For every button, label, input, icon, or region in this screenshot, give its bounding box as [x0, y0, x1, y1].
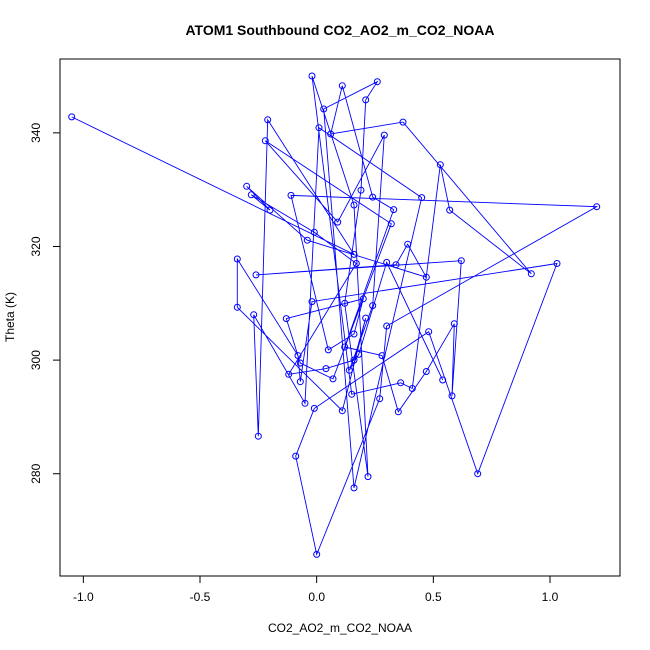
x-tick-label: 0.5 — [425, 590, 442, 604]
data-point — [383, 258, 391, 266]
data-point — [247, 191, 255, 199]
data-point — [308, 298, 316, 306]
data-point — [362, 96, 370, 104]
data-point — [399, 118, 407, 126]
data-point — [252, 271, 260, 279]
data-point — [261, 137, 269, 145]
data-point — [350, 201, 358, 209]
series-line — [71, 75, 599, 556]
y-axis: 280 300 320 340 — [29, 123, 61, 484]
series-layer — [68, 72, 601, 558]
data-point — [383, 322, 391, 330]
data-point — [369, 302, 377, 310]
data-point — [329, 375, 337, 383]
x-tick-label: -0.5 — [190, 590, 211, 604]
data-point — [362, 314, 370, 322]
data-point — [348, 390, 356, 398]
data-point — [390, 206, 398, 214]
data-point — [394, 408, 402, 416]
data-point — [68, 113, 76, 121]
data-point — [446, 206, 454, 214]
data-point — [310, 404, 318, 412]
data-point — [287, 191, 295, 199]
data-point — [352, 260, 360, 267]
data-point — [334, 218, 342, 226]
data-point — [294, 352, 302, 360]
data-point — [350, 330, 358, 338]
data-point — [457, 257, 465, 265]
data-point — [422, 368, 430, 375]
data-point — [359, 295, 367, 303]
data-point — [474, 470, 482, 478]
data-point — [285, 370, 293, 378]
data-point — [233, 255, 241, 263]
data-point — [408, 385, 416, 392]
data-point — [350, 484, 358, 492]
data-point — [397, 379, 405, 387]
data-point — [313, 550, 321, 558]
data-point — [425, 328, 433, 336]
data-point — [527, 270, 535, 278]
data-point — [392, 261, 400, 269]
data-point — [301, 399, 309, 407]
data-point — [303, 236, 311, 244]
data-point — [243, 182, 251, 190]
data-point — [264, 116, 272, 124]
y-tick-label: 300 — [29, 350, 43, 370]
data-point — [250, 311, 258, 319]
data-point — [338, 82, 346, 90]
data-point — [233, 303, 241, 311]
data-point — [338, 407, 346, 415]
data-point — [327, 130, 335, 138]
data-point — [350, 356, 358, 364]
data-point — [345, 366, 353, 374]
x-axis: -1.0 -0.5 0.0 0.5 1.0 — [73, 575, 559, 604]
data-point — [373, 78, 381, 86]
data-point — [450, 320, 458, 328]
data-point — [418, 194, 426, 202]
y-axis-label: Theta (K) — [3, 292, 17, 342]
data-point — [422, 273, 430, 281]
x-axis-label: CO2_AO2_m_CO2_NOAA — [268, 621, 412, 635]
data-point — [254, 432, 262, 440]
data-point — [324, 346, 332, 354]
data-point — [376, 395, 384, 403]
data-point — [341, 343, 349, 351]
data-point — [378, 352, 386, 360]
data-point — [341, 299, 349, 307]
x-tick-label: 0.0 — [308, 590, 325, 604]
data-point — [296, 378, 304, 386]
data-point — [266, 206, 274, 214]
data-point — [355, 350, 363, 358]
data-point — [593, 203, 601, 211]
data-point — [404, 240, 412, 248]
x-tick-label: -1.0 — [73, 590, 94, 604]
data-point — [320, 105, 328, 113]
data-point — [292, 452, 300, 460]
data-point — [436, 161, 444, 169]
data-point — [380, 131, 388, 139]
y-tick-label: 320 — [29, 236, 43, 256]
data-point — [364, 473, 372, 481]
data-point — [350, 250, 358, 258]
data-point — [315, 124, 323, 132]
data-point — [296, 359, 304, 367]
data-point — [308, 72, 316, 80]
data-point — [310, 228, 318, 236]
data-point — [439, 376, 447, 384]
data-point — [322, 365, 330, 373]
x-tick-label: 1.0 — [542, 590, 559, 604]
y-tick-label: 280 — [29, 463, 43, 483]
chart-title: ATOM1 Southbound CO2_AO2_m_CO2_NOAA — [185, 22, 494, 38]
data-point — [282, 315, 290, 323]
data-point — [553, 260, 561, 267]
data-point — [448, 392, 456, 400]
data-point — [387, 220, 395, 228]
data-point — [369, 193, 377, 201]
y-tick-label: 340 — [29, 123, 43, 143]
data-point — [357, 186, 365, 194]
